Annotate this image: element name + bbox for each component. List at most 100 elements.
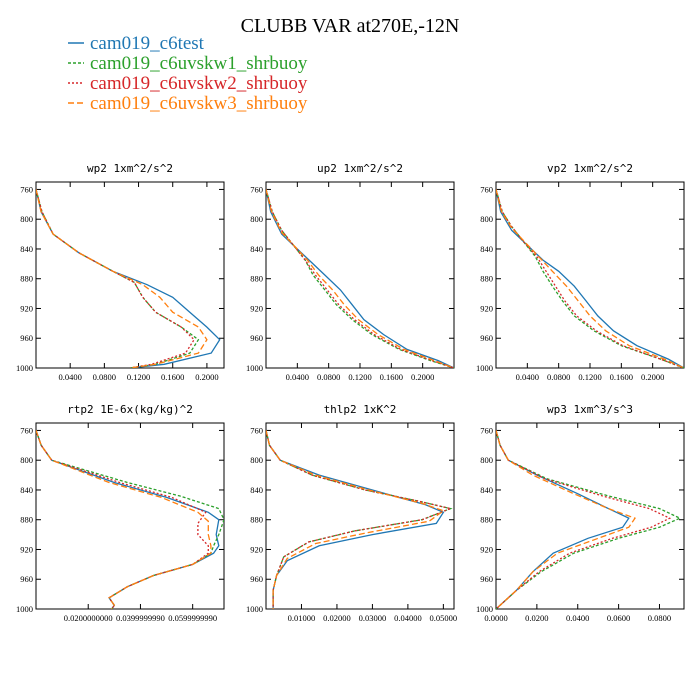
y-tick-label: 1000 [476,604,493,614]
x-tick-label: 0.0800 [93,372,116,382]
series-line-1 [36,430,220,609]
series-line-4 [266,430,445,609]
series-line-3 [36,430,209,609]
y-tick-label: 960 [20,574,33,584]
series-line-2 [36,430,224,609]
y-tick-label: 920 [20,544,33,554]
panels: wp2 1xm^2/s^2 760 800 840 880 920 960 1000 0.040… [16,162,685,623]
y-tick-label: 960 [20,333,33,343]
y-tick-label: 760 [250,184,263,194]
legend-label: cam019_c6uvskw2_shrbuoy [90,73,308,94]
series-line-2 [266,189,454,368]
y-tick-label: 800 [480,214,493,224]
legend-label: cam019_c6test [90,33,205,54]
series-line-2 [266,430,453,609]
y-tick-label: 760 [480,184,493,194]
y-tick-label: 880 [20,515,33,525]
series-line-3 [496,430,672,609]
x-tick-label: 0.1600 [161,372,184,382]
y-tick-label: 920 [250,303,263,313]
y-tick-label: 800 [480,455,493,465]
y-tick-label: 960 [250,574,263,584]
y-tick-label: 880 [250,515,263,525]
plot-frame [495,422,685,610]
plot-frame [35,422,225,610]
y-tick-label: 960 [480,333,493,343]
chart-panel-1: wp2 1xm^2/s^2 760 800 840 880 920 960 1000 0.040… [16,162,225,382]
chart-panel-3: vp2 1xm^2/s^2 760 800 840 880 920 960 1000 0.040… [476,162,685,382]
series-line-3 [266,189,454,368]
legend-label: cam019_c6uvskw3_shrbuoy [90,93,308,114]
chart-panel-6: wp3 1xm^3/s^3 760 800 840 880 920 960 10000.000… [476,403,685,623]
x-tick-label: 0.0599999990 [168,613,217,623]
panel-title: up2 1xm^2/s^2 [317,162,403,175]
chart-panel-2: up2 1xm^2/s^2 760 800 840 880 920 960 1000 0.040… [246,162,455,382]
y-tick-label: 920 [480,303,493,313]
x-tick-label: 0.02000 [323,613,351,623]
y-tick-label: 1000 [246,604,263,614]
x-tick-label: 0.0800 [317,372,340,382]
x-tick-label: 0.05000 [430,613,458,623]
x-tick-label: 0.2000 [641,372,664,382]
y-tick-label: 840 [250,485,263,495]
series-line-4 [496,189,684,368]
series-line-3 [36,189,195,368]
x-tick-label: 0.03000 [359,613,387,623]
y-tick-label: 840 [20,485,33,495]
x-tick-label: 0.1600 [380,372,403,382]
y-tick-label: 760 [20,425,33,435]
panel-title: wp2 1xm^2/s^2 [87,162,173,175]
y-tick-label: 960 [480,574,493,584]
x-tick-label: 0.1200 [127,372,150,382]
series-line-1 [266,189,454,368]
plot-frame [265,181,455,369]
y-tick-label: 1000 [476,363,493,373]
series-line-3 [266,430,453,609]
y-tick-label: 960 [250,333,263,343]
series-line-1 [496,189,684,368]
series-line-1 [266,430,445,609]
plot-frame [35,181,225,369]
y-tick-label: 840 [480,485,493,495]
y-tick-label: 1000 [16,604,33,614]
x-tick-label: 0.0400 [286,372,309,382]
y-tick-label: 920 [250,544,263,554]
y-tick-label: 800 [20,214,33,224]
x-tick-label: 0.2000 [195,372,218,382]
y-tick-label: 760 [20,184,33,194]
series-line-2 [36,189,200,368]
panel-title: vp2 1xm^2/s^2 [547,162,633,175]
y-tick-label: 760 [480,425,493,435]
y-tick-label: 920 [480,544,493,554]
y-tick-label: 840 [20,244,33,254]
chart-panel-5: thlp2 1xK^2 760 800 840 880 920 960 1000 0.01000… [246,403,457,623]
series-line-3 [496,189,684,368]
x-tick-label: 0.0800 [648,613,671,623]
x-tick-label: 0.01000 [288,613,316,623]
x-tick-label: 0.2000 [411,372,434,382]
y-tick-label: 760 [250,425,263,435]
y-tick-label: 1000 [246,363,263,373]
series-line-4 [36,189,208,368]
series-line-4 [36,430,212,609]
y-tick-label: 840 [250,244,263,254]
y-tick-label: 920 [20,303,33,313]
y-tick-label: 880 [480,515,493,525]
y-tick-label: 800 [20,455,33,465]
y-tick-label: 800 [250,455,263,465]
panel-title: thlp2 1xK^2 [324,403,397,416]
x-tick-label: 0.1200 [578,372,601,382]
y-tick-label: 880 [250,274,263,284]
x-tick-label: 0.1600 [610,372,633,382]
y-tick-label: 880 [480,274,493,284]
panel-title: rtp2 1E-6x(kg/kg)^2 [67,403,193,416]
y-tick-label: 880 [20,274,33,284]
x-tick-label: 0.0399999990 [116,613,165,623]
y-tick-label: 1000 [16,363,33,373]
y-tick-label: 800 [250,214,263,224]
series-line-4 [266,189,454,368]
x-tick-label: 0.0200000000 [64,613,113,623]
x-tick-label: 0.0200 [525,613,548,623]
panel-title: wp3 1xm^3/s^3 [547,403,633,416]
